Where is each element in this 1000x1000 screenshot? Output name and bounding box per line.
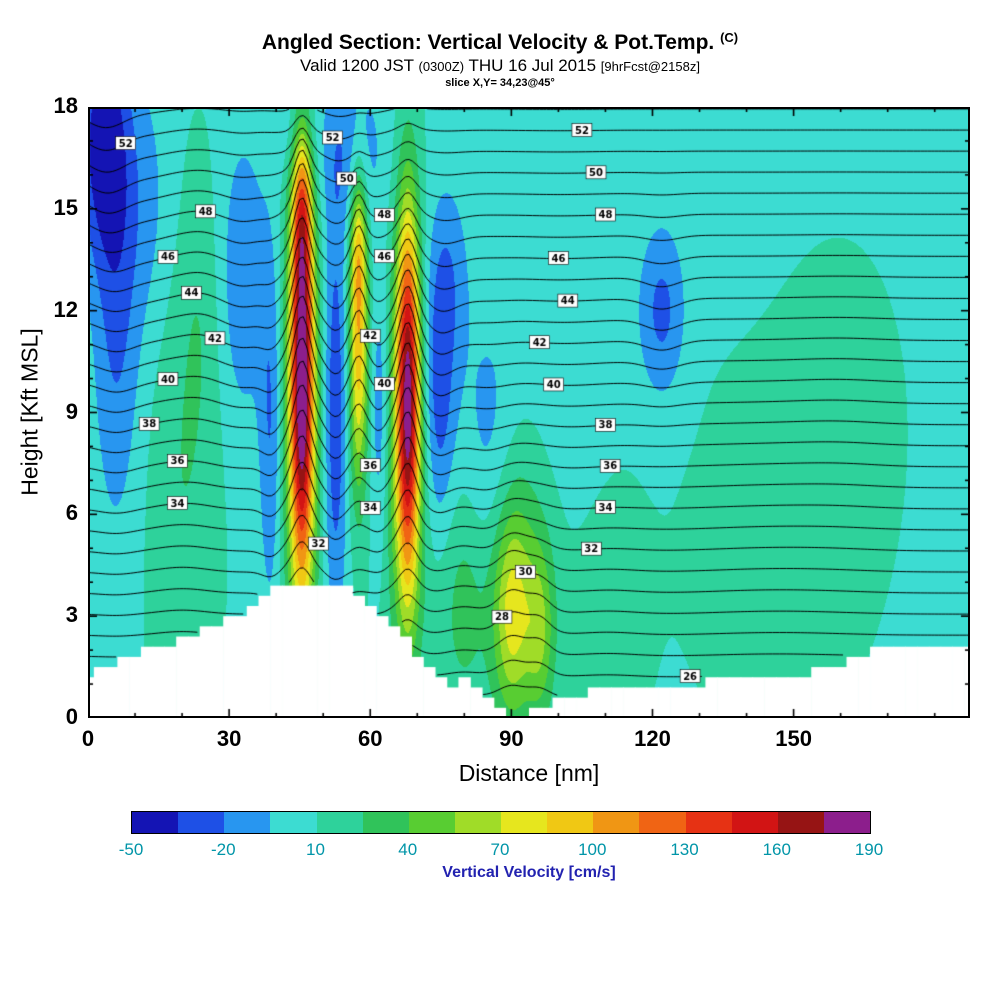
colorbar-segment xyxy=(685,812,732,833)
y-tick-label: 15 xyxy=(53,194,78,220)
colorbar-segment xyxy=(270,812,317,833)
x-tick-label: 90 xyxy=(499,726,524,751)
colorbar-segment xyxy=(178,812,225,833)
forecast-tag: [9hrFcst@2158z] xyxy=(600,59,700,74)
colorbar-segment xyxy=(731,812,778,833)
colorbar-segment xyxy=(639,812,686,833)
x-axis-title: Distance [nm] xyxy=(458,760,600,786)
y-tick-label: 3 xyxy=(65,602,78,628)
colorbar-title: Vertical Velocity [cm/s] xyxy=(442,864,616,881)
colorbar-segment xyxy=(454,812,501,833)
page-title: Angled Section: Vertical Velocity & Pot.… xyxy=(261,31,715,54)
colorbar-segment xyxy=(777,812,824,833)
plot-area xyxy=(88,107,970,718)
x-tick-label: 30 xyxy=(216,726,242,751)
valid-time-date: THU 16 Jul 2015 xyxy=(468,56,597,75)
colorbar-tick-label: 10 xyxy=(306,840,325,859)
x-tick-label: 0 xyxy=(81,726,95,751)
colorbar-tick-label: 40 xyxy=(398,840,418,859)
colorbar-tick-label: 190 xyxy=(854,840,884,859)
colorbar-segment xyxy=(408,812,455,833)
colorbar-tick-label: -20 xyxy=(210,840,236,859)
x-tick-label: 120 xyxy=(634,726,671,751)
valid-time-utc: (0300Z) xyxy=(418,59,465,74)
colorbar-segment xyxy=(547,812,594,833)
colorbar-tick-label: 130 xyxy=(670,840,699,859)
colorbar-tick-label: -50 xyxy=(118,840,144,859)
colorbar-tick-label: 70 xyxy=(490,840,510,859)
x-tick-label: 60 xyxy=(357,726,383,751)
title-units: (C) xyxy=(720,30,739,45)
valid-time-prefix: Valid 1200 JST xyxy=(300,56,414,75)
colorbar-segment xyxy=(132,812,179,833)
colorbar-segment xyxy=(224,812,271,833)
y-tick-label: 18 xyxy=(53,93,78,118)
colorbar-segment xyxy=(362,812,409,833)
y-tick-label: 6 xyxy=(65,500,78,526)
contour-field-canvas xyxy=(88,107,970,718)
colorbar-segment xyxy=(316,812,363,833)
colorbar-segment xyxy=(593,812,640,833)
colorbar-segment xyxy=(823,812,870,833)
colorbar-tick-label: 100 xyxy=(578,840,607,859)
chart-header: Angled Section: Vertical Velocity & Pot.… xyxy=(0,30,1000,89)
slice-info: slice X,Y= 34,23@45° xyxy=(445,77,555,89)
colorbar-segment xyxy=(501,812,548,833)
y-tick-label: 0 xyxy=(65,704,78,729)
title-line: Angled Section: Vertical Velocity & Pot.… xyxy=(0,30,1000,55)
valid-time-line: Valid 1200 JST (0300Z) THU 16 Jul 2015 [… xyxy=(0,56,1000,76)
x-tick-label: 150 xyxy=(775,726,812,751)
y-tick-label: 12 xyxy=(53,296,78,322)
y-tick-label: 9 xyxy=(65,398,78,424)
colorbar xyxy=(131,811,871,834)
colorbar-tick-label: 160 xyxy=(762,840,791,859)
